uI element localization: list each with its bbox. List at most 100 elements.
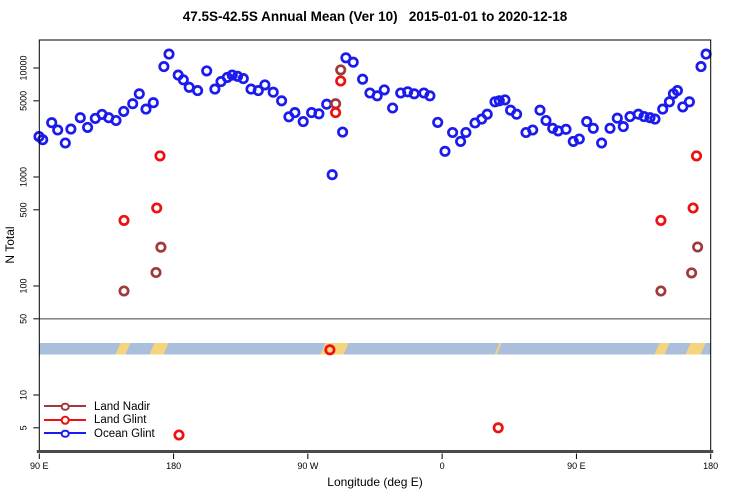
legend-label-ocean-glint: Ocean Glint <box>94 427 155 440</box>
data-point <box>163 48 175 60</box>
data-point <box>447 126 459 139</box>
data-point <box>371 90 383 102</box>
data-point <box>297 116 309 128</box>
legend-label-land-nadir: Land Nadir <box>94 400 151 413</box>
data-point <box>692 241 704 253</box>
data-point <box>133 88 145 100</box>
data-point <box>276 95 288 107</box>
data-point <box>252 85 264 97</box>
data-point <box>337 126 349 138</box>
y-tick-label: 10 <box>18 390 28 400</box>
land-glint-marker-icon <box>44 415 86 426</box>
y-tick-label: 10000 <box>18 55 28 80</box>
data-point <box>330 107 342 119</box>
data-point <box>147 97 159 109</box>
data-point <box>226 69 238 81</box>
y-tick-label: 50 <box>18 314 28 324</box>
data-point <box>604 122 616 134</box>
data-point <box>387 102 399 114</box>
map-strip-land-segment <box>654 343 670 355</box>
data-point <box>638 111 650 123</box>
series-land-nadir <box>118 64 704 297</box>
data-point <box>335 64 347 76</box>
data-point <box>439 145 451 157</box>
map-strip-land-segment <box>685 343 706 355</box>
data-point <box>151 202 163 214</box>
legend-item-land-glint: Land Glint <box>44 414 155 428</box>
data-point <box>324 344 336 356</box>
x-tick-label: 0 <box>440 461 445 471</box>
data-point <box>59 137 71 149</box>
data-point <box>695 61 707 73</box>
data-point <box>127 98 139 110</box>
plot-inner <box>33 48 712 441</box>
map-strip-land-segment <box>149 343 169 355</box>
data-point <box>432 116 444 128</box>
data-point <box>259 79 271 91</box>
data-point <box>321 98 333 110</box>
data-point <box>155 241 167 253</box>
x-axis-title: Longitude (deg E) <box>327 475 423 489</box>
data-point <box>46 117 58 129</box>
data-point <box>158 61 170 73</box>
data-point <box>335 75 347 87</box>
data-point <box>209 83 221 95</box>
y-tick-label: 1000 <box>18 167 28 187</box>
data-point <box>37 134 49 146</box>
data-point <box>611 112 623 124</box>
data-point <box>455 135 467 147</box>
y-tick-label: 5 <box>18 425 28 430</box>
land-nadir-marker-icon <box>44 401 86 412</box>
legend: Land Nadir Land Glint Ocean Glint <box>44 400 155 441</box>
data-point <box>617 121 629 133</box>
data-point <box>481 108 493 120</box>
data-point <box>118 214 130 226</box>
series-ocean-glint <box>33 48 712 181</box>
data-point <box>567 135 579 147</box>
x-tick-label: 180 <box>703 461 718 471</box>
y-tick-label: 5000 <box>18 91 28 111</box>
data-point <box>560 123 572 135</box>
data-point <box>596 137 608 149</box>
data-point <box>683 96 695 108</box>
data-point <box>547 122 559 134</box>
data-point <box>534 104 546 116</box>
data-point <box>357 73 369 85</box>
data-point <box>700 48 712 60</box>
data-point <box>378 84 390 96</box>
data-point <box>150 266 162 279</box>
data-point <box>347 56 359 68</box>
data-point <box>540 114 552 127</box>
data-point <box>581 116 593 128</box>
data-point <box>330 98 342 110</box>
data-point <box>232 70 244 82</box>
data-point <box>687 202 699 214</box>
data-point <box>677 101 689 113</box>
data-point <box>65 123 77 135</box>
data-point <box>655 285 667 297</box>
data-point <box>118 285 130 297</box>
data-point <box>408 88 420 100</box>
data-point <box>173 429 185 441</box>
data-point <box>140 103 152 115</box>
data-point <box>460 126 472 139</box>
data-point <box>632 108 644 120</box>
x-tick-label: 90 E <box>30 461 49 471</box>
legend-label-land-glint: Land Glint <box>94 414 147 427</box>
data-point <box>192 85 204 97</box>
y-axis-title: N Total <box>3 226 17 264</box>
data-point <box>527 124 539 136</box>
data-point <box>110 114 122 127</box>
data-point <box>511 108 523 120</box>
data-point <box>177 74 189 86</box>
series-land-glint <box>118 75 703 441</box>
map-strip-land-segment <box>494 343 502 355</box>
data-point <box>52 124 64 136</box>
data-point <box>499 94 511 106</box>
data-point <box>313 108 325 120</box>
data-point <box>644 112 656 124</box>
data-point <box>326 169 338 181</box>
data-point <box>655 214 667 226</box>
